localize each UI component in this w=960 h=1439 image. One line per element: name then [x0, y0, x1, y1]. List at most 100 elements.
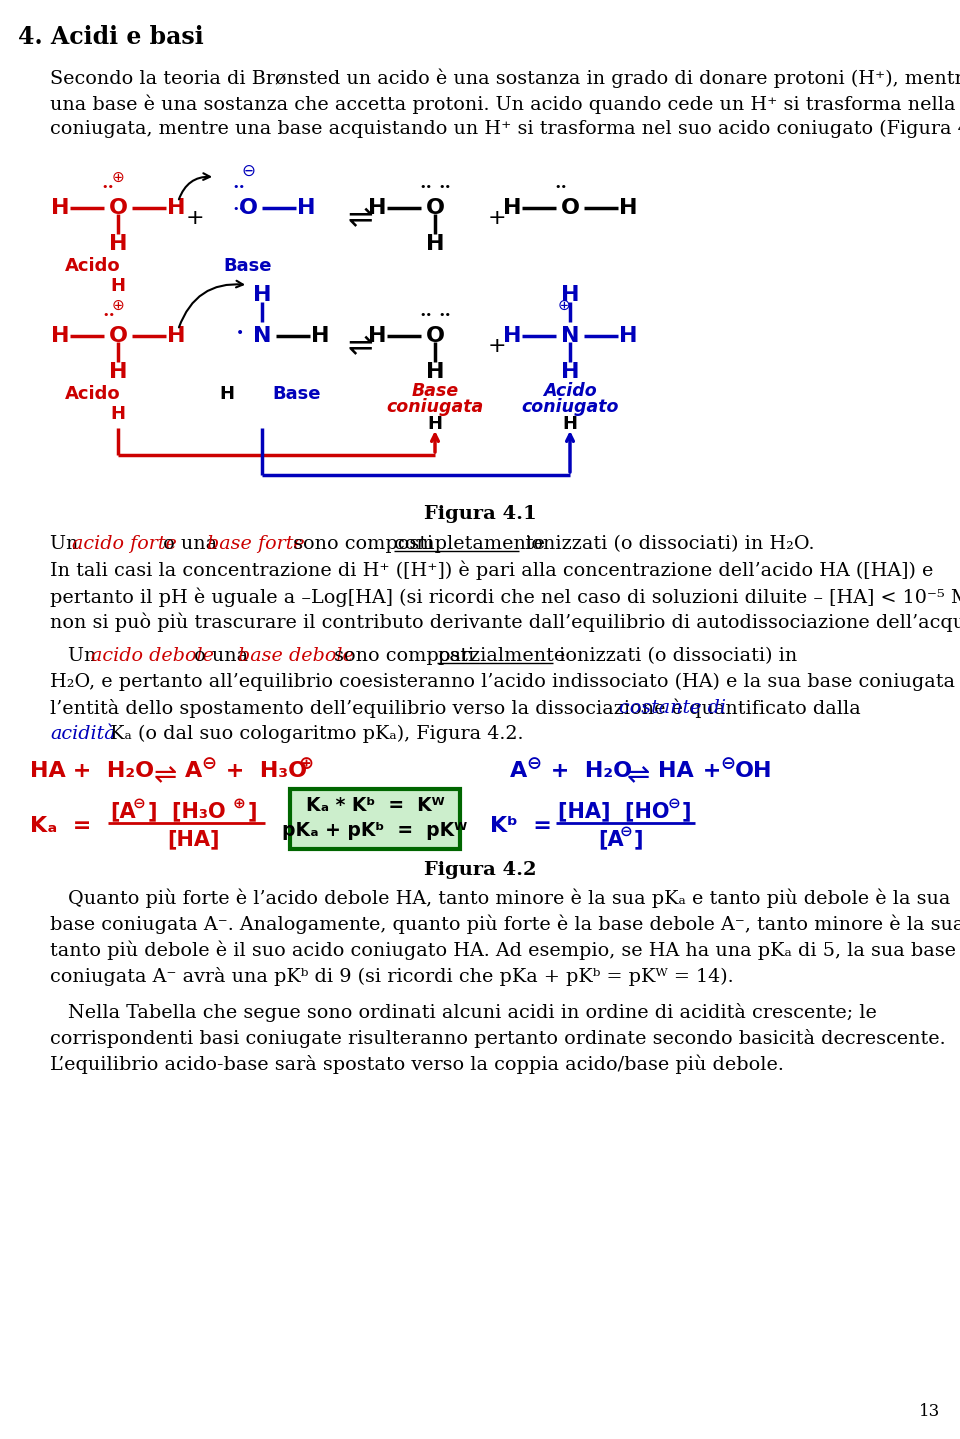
Text: pKₐ + pKᵇ  =  pKᵂ: pKₐ + pKᵇ = pKᵂ	[282, 822, 468, 840]
Text: +  H₃O: + H₃O	[218, 761, 307, 781]
Text: H: H	[311, 327, 329, 345]
Text: N: N	[252, 327, 272, 345]
Text: ⊖: ⊖	[526, 755, 541, 773]
Text: H: H	[297, 199, 315, 217]
Text: H: H	[503, 199, 521, 217]
Text: completamente: completamente	[394, 535, 545, 553]
Text: H: H	[110, 404, 126, 423]
Text: ]: ]	[634, 829, 643, 849]
Text: L’equilibrio acido-base sarà spostato verso la coppia acido/base più debole.: L’equilibrio acido-base sarà spostato ve…	[50, 1055, 784, 1075]
Text: non si può più trascurare il contributo derivante dall’equilibrio di autodissoci: non si può più trascurare il contributo …	[50, 613, 960, 633]
Text: coniugata: coniugata	[386, 399, 484, 416]
Text: base debole: base debole	[238, 648, 354, 665]
Text: parzialmente: parzialmente	[437, 648, 565, 665]
Text: Nella Tabella che segue sono ordinati alcuni acidi in ordine di acidità crescent: Nella Tabella che segue sono ordinati al…	[68, 1003, 876, 1022]
Text: acido debole: acido debole	[91, 648, 214, 665]
Text: base forte: base forte	[207, 535, 304, 553]
Text: Quanto più forte è l’acido debole HA, tanto minore è la sua pKₐ e tanto più debo: Quanto più forte è l’acido debole HA, ta…	[68, 889, 950, 908]
Text: Base: Base	[272, 386, 321, 403]
Text: base coniugata A⁻. Analogamente, quanto più forte è la base debole A⁻, tanto min: base coniugata A⁻. Analogamente, quanto …	[50, 915, 960, 934]
Text: H: H	[108, 363, 128, 381]
Text: H: H	[503, 327, 521, 345]
Text: Secondo la teoria di Brønsted un acido è una sostanza in grado di donare protoni: Secondo la teoria di Brønsted un acido è…	[50, 68, 960, 88]
Text: H: H	[563, 414, 578, 433]
Text: Kₐ (o dal suo cologaritmo pKₐ), Figura 4.2.: Kₐ (o dal suo cologaritmo pKₐ), Figura 4…	[104, 725, 523, 744]
Text: OH: OH	[735, 761, 773, 781]
Text: sono composti: sono composti	[328, 648, 480, 665]
Text: o una: o una	[157, 535, 224, 553]
Text: sono composti: sono composti	[287, 535, 440, 553]
Text: O: O	[425, 199, 444, 217]
Text: ⇌: ⇌	[348, 332, 372, 361]
Text: H: H	[252, 285, 272, 305]
Text: 4. Acidi e basi: 4. Acidi e basi	[18, 24, 204, 49]
Text: [A: [A	[110, 802, 135, 822]
Text: coniugata, mentre una base acquistando un H⁺ si trasforma nel suo acido coniugat: coniugata, mentre una base acquistando u…	[50, 119, 960, 138]
Text: ⊖: ⊖	[201, 755, 216, 773]
Text: Un: Un	[68, 648, 103, 665]
Text: N: N	[561, 327, 579, 345]
Text: H₂O, e pertanto all’equilibrio coesisteranno l’acido indissociato (HA) e la sua : H₂O, e pertanto all’equilibrio coesister…	[50, 673, 960, 691]
Text: H: H	[425, 235, 444, 255]
Text: HA: HA	[658, 761, 694, 781]
Text: Kᵇ  =: Kᵇ =	[490, 816, 552, 836]
FancyBboxPatch shape	[290, 789, 460, 849]
Text: ⇌: ⇌	[154, 761, 177, 789]
Text: O: O	[108, 327, 128, 345]
Text: ⊕: ⊕	[298, 755, 313, 773]
Text: H: H	[167, 199, 185, 217]
Text: ionizzati (o dissociati) in H₂O.: ionizzati (o dissociati) in H₂O.	[519, 535, 814, 553]
Text: Un: Un	[50, 535, 84, 553]
Text: Base: Base	[412, 381, 459, 400]
Text: ⊖: ⊖	[720, 755, 735, 773]
Text: H: H	[51, 199, 69, 217]
Text: Kₐ  =: Kₐ =	[30, 816, 91, 836]
Text: costante di: costante di	[619, 699, 726, 717]
Text: O: O	[425, 327, 444, 345]
Text: H: H	[561, 363, 579, 381]
Text: ••: ••	[439, 309, 451, 319]
Text: H: H	[619, 327, 637, 345]
Text: ••: ••	[439, 181, 451, 191]
Text: ⇌: ⇌	[626, 761, 650, 789]
Text: ••: ••	[555, 181, 567, 191]
Text: ••: ••	[420, 181, 433, 191]
Text: H: H	[368, 199, 386, 217]
Text: +: +	[488, 335, 506, 355]
Text: H: H	[220, 386, 234, 403]
Text: ⊖: ⊖	[668, 796, 681, 812]
Text: O: O	[561, 199, 580, 217]
Text: acidità: acidità	[50, 725, 115, 743]
Text: O: O	[108, 199, 128, 217]
Text: ••: ••	[420, 309, 433, 319]
Text: coniugato: coniugato	[521, 399, 619, 416]
Text: ••: ••	[102, 181, 114, 191]
Text: tanto più debole è il suo acido coniugato HA. Ad esempio, se HA ha una pKₐ di 5,: tanto più debole è il suo acido coniugat…	[50, 941, 956, 960]
Text: ⊖: ⊖	[241, 163, 255, 180]
Text: A: A	[185, 761, 203, 781]
Text: A: A	[510, 761, 527, 781]
Text: coniugata A⁻ avrà una pKᵇ di 9 (si ricordi che pKa + pKᵇ = pKᵂ = 14).: coniugata A⁻ avrà una pKᵇ di 9 (si ricor…	[50, 967, 733, 986]
Text: l’entità dello spostamento dell’equilibrio verso la dissociazione è quantificato: l’entità dello spostamento dell’equilibr…	[50, 699, 867, 718]
Text: ⊕: ⊕	[557, 298, 570, 314]
Text: H: H	[110, 276, 126, 295]
Text: ⊖: ⊖	[133, 796, 146, 812]
Text: O: O	[238, 199, 257, 217]
Text: ⇌: ⇌	[348, 204, 372, 233]
Text: acido forte: acido forte	[72, 535, 177, 553]
Text: Figura 4.2: Figura 4.2	[423, 861, 537, 879]
Text: H: H	[51, 327, 69, 345]
Text: corrispondenti basi coniugate risulteranno pertanto ordinate secondo basicità de: corrispondenti basi coniugate risulteran…	[50, 1029, 946, 1048]
Text: In tali casi la concentrazione di H⁺ ([H⁺]) è pari alla concentrazione dell’acid: In tali casi la concentrazione di H⁺ ([H…	[50, 561, 933, 580]
Text: +  H₂O: + H₂O	[543, 761, 632, 781]
Text: H: H	[425, 363, 444, 381]
Text: +: +	[695, 761, 730, 781]
Text: ]: ]	[682, 802, 691, 822]
Text: Acido: Acido	[65, 386, 121, 403]
Text: +: +	[185, 209, 204, 227]
Text: Base: Base	[224, 258, 273, 275]
Text: ⊖: ⊖	[620, 825, 633, 839]
Text: ••: ••	[232, 181, 246, 191]
Text: ••: ••	[232, 204, 246, 214]
Text: H: H	[619, 199, 637, 217]
